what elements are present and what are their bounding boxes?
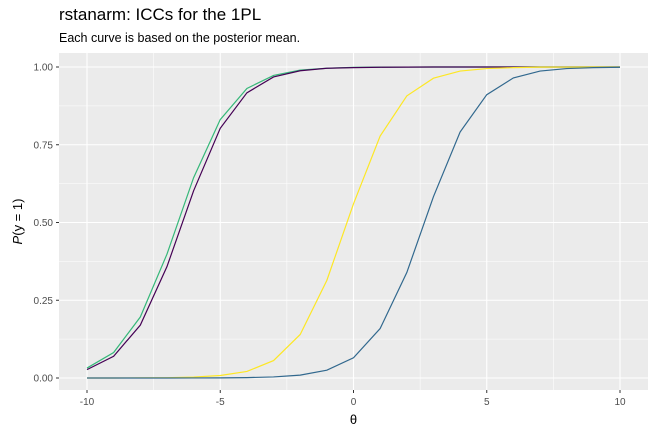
chart-subtitle: Each curve is based on the posterior mea… bbox=[59, 31, 300, 45]
x-tick-label: -10 bbox=[80, 397, 95, 408]
icc-curves bbox=[86, 66, 621, 379]
y-axis-title-symbol: P bbox=[10, 235, 25, 244]
x-axis-title: θ bbox=[350, 412, 357, 427]
y-axis-title: P(y = 1) bbox=[10, 199, 25, 245]
x-tick-label: 10 bbox=[614, 397, 626, 408]
y-axis-ticks: 0.00 0.25 0.50 0.75 1.00 bbox=[34, 63, 59, 385]
y-tick-label: 0.75 bbox=[34, 140, 54, 151]
y-tick-label: 0.50 bbox=[34, 218, 54, 229]
x-axis-ticks: -10 -5 0 5 10 bbox=[80, 390, 626, 408]
x-tick-label: -5 bbox=[216, 397, 225, 408]
major-gridlines bbox=[59, 53, 648, 390]
y-axis-title-rest: (y = 1) bbox=[10, 199, 25, 236]
y-tick-label: 0.00 bbox=[34, 374, 54, 385]
chart-title: rstanarm: ICCs for the 1PL bbox=[59, 5, 261, 24]
y-tick-label: 1.00 bbox=[34, 63, 54, 74]
x-tick-label: 5 bbox=[484, 397, 490, 408]
icc-curve-4 bbox=[87, 66, 621, 379]
y-tick-label: 0.25 bbox=[34, 296, 54, 307]
x-tick-label: 0 bbox=[351, 397, 357, 408]
